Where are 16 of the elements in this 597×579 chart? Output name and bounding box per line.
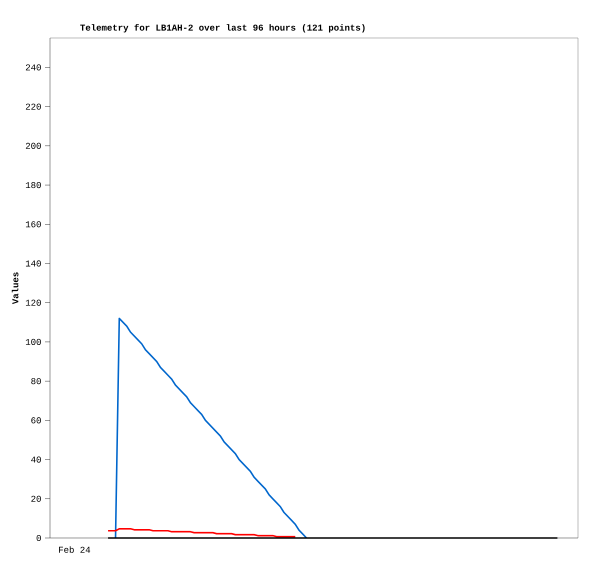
y-tick-label: 240 (26, 64, 41, 70)
y-tick-label: 80 (31, 378, 41, 384)
y-tick-label: 20 (31, 496, 41, 502)
y-tick-label: 0 (36, 534, 41, 542)
y-tick-label: 180 (26, 182, 41, 188)
y-tick-label: 100 (26, 338, 41, 345)
y-axis-title: Values (12, 272, 18, 304)
y-tick-label: 40 (31, 456, 41, 463)
y-tick-label: 160 (26, 221, 41, 228)
y-tick-label: 120 (26, 300, 41, 306)
y-tick-label: 140 (26, 260, 41, 267)
y-tick-label: 60 (31, 417, 41, 424)
y-tick-label: 220 (26, 104, 41, 110)
text: Feb 24 (59, 546, 90, 553)
y-tick-label: 200 (26, 142, 41, 149)
chart-title: Telemetry for LB1AH-2 over last 96 hours (121 points) (80, 24, 365, 32)
